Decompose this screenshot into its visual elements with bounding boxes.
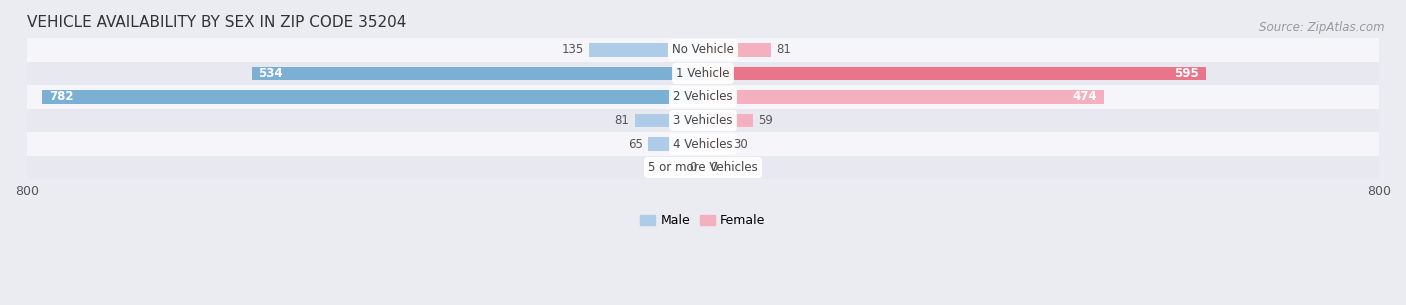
- Bar: [27, 85, 1379, 109]
- Text: 3 Vehicles: 3 Vehicles: [673, 114, 733, 127]
- Text: No Vehicle: No Vehicle: [672, 43, 734, 56]
- Bar: [42, 90, 703, 104]
- Bar: [703, 43, 772, 57]
- Text: 0: 0: [710, 161, 717, 174]
- Bar: [252, 66, 703, 80]
- Text: 59: 59: [758, 114, 773, 127]
- Text: 30: 30: [734, 138, 748, 150]
- Text: 5 or more Vehicles: 5 or more Vehicles: [648, 161, 758, 174]
- Text: 1 Vehicle: 1 Vehicle: [676, 67, 730, 80]
- Bar: [589, 43, 703, 57]
- Text: 2 Vehicles: 2 Vehicles: [673, 91, 733, 103]
- Bar: [703, 137, 728, 151]
- Bar: [703, 90, 1104, 104]
- Bar: [27, 62, 1379, 85]
- Text: 81: 81: [614, 114, 630, 127]
- Bar: [27, 132, 1379, 156]
- Bar: [648, 137, 703, 151]
- Text: 65: 65: [628, 138, 643, 150]
- Bar: [27, 109, 1379, 132]
- Text: 474: 474: [1073, 91, 1097, 103]
- Legend: Male, Female: Male, Female: [636, 209, 770, 232]
- Bar: [634, 114, 703, 127]
- Bar: [27, 38, 1379, 62]
- Bar: [703, 114, 752, 127]
- Text: VEHICLE AVAILABILITY BY SEX IN ZIP CODE 35204: VEHICLE AVAILABILITY BY SEX IN ZIP CODE …: [27, 15, 406, 30]
- Text: 595: 595: [1174, 67, 1199, 80]
- Bar: [703, 66, 1206, 80]
- Text: 534: 534: [259, 67, 283, 80]
- Text: 4 Vehicles: 4 Vehicles: [673, 138, 733, 150]
- Text: 0: 0: [689, 161, 696, 174]
- Text: 81: 81: [776, 43, 792, 56]
- Text: 135: 135: [561, 43, 583, 56]
- Text: 782: 782: [49, 91, 73, 103]
- Text: Source: ZipAtlas.com: Source: ZipAtlas.com: [1260, 21, 1385, 34]
- Bar: [27, 156, 1379, 179]
